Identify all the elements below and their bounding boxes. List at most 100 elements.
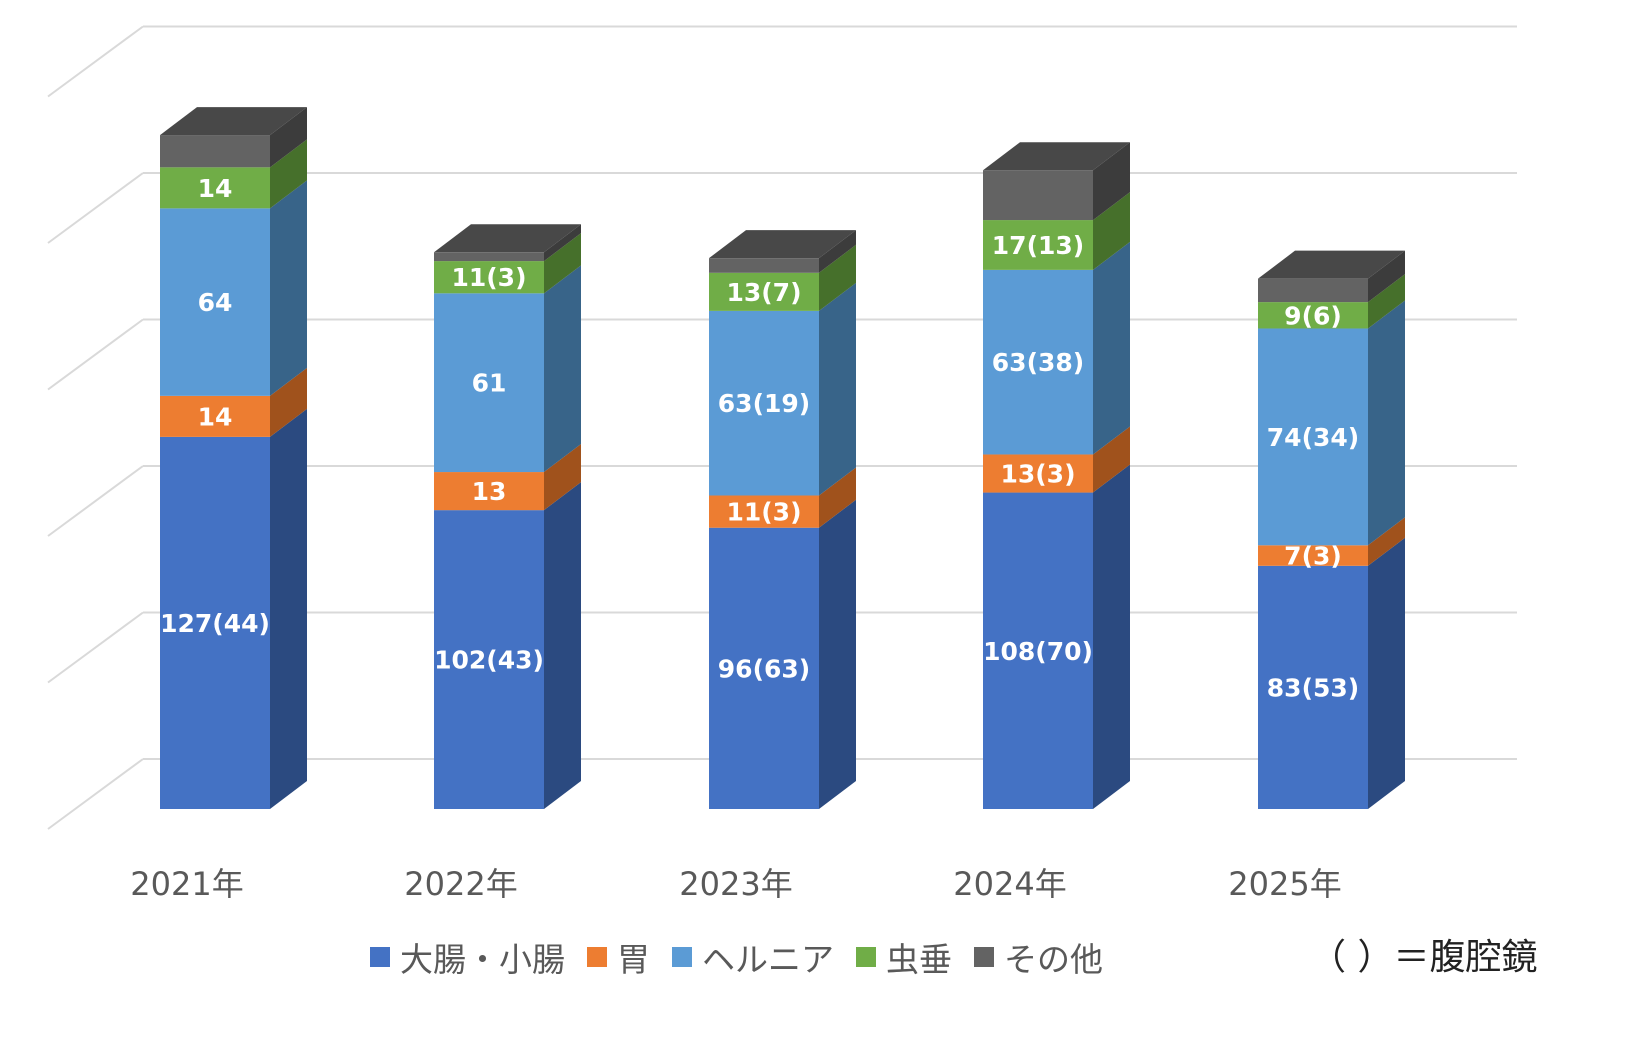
bar-side	[1093, 241, 1130, 455]
gridline-side	[47, 758, 144, 830]
bar-segment	[434, 293, 544, 473]
bar-side	[819, 282, 856, 496]
data-label: 17(13)	[992, 231, 1084, 260]
bar-segment	[709, 272, 819, 311]
data-label: 7(3)	[1284, 542, 1342, 571]
gridline-side	[47, 465, 144, 537]
bar-side	[819, 244, 856, 311]
category-label: 2024年	[953, 865, 1066, 903]
data-label: 13(7)	[726, 278, 801, 307]
legend-swatch	[974, 947, 994, 967]
data-label: 108(70)	[983, 637, 1093, 666]
bar-side	[1368, 250, 1405, 303]
bar-side	[270, 180, 307, 396]
bar-side	[544, 444, 581, 511]
legend-item-hernia: ヘルニア	[672, 933, 834, 981]
bar-segment	[1258, 545, 1368, 566]
bar-segment	[1258, 328, 1368, 546]
bar-segment	[160, 135, 270, 168]
legend-label: 胃	[617, 940, 650, 979]
bar-top	[709, 230, 856, 259]
bar-segment	[983, 170, 1093, 221]
bar-segment	[160, 395, 270, 437]
bar-segment	[709, 310, 819, 496]
bar-top	[434, 224, 581, 253]
bar-side	[1093, 464, 1130, 809]
data-label: 63(19)	[718, 389, 810, 418]
bar-side	[1368, 300, 1405, 546]
bar-segment	[983, 454, 1093, 493]
legend-item-stomach: 胃	[587, 933, 650, 981]
category-label: 2023年	[679, 865, 792, 903]
legend-item-colon: 大腸・小腸	[370, 933, 565, 981]
bar-segment	[983, 269, 1093, 455]
legend-label: 大腸・小腸	[400, 940, 565, 979]
bar-segment	[1258, 278, 1368, 303]
data-label: 13	[472, 477, 507, 506]
bar-side	[544, 482, 581, 809]
legend-label: ヘルニア	[702, 940, 834, 979]
bar-segment	[983, 492, 1093, 809]
legend-swatch	[672, 947, 692, 967]
bar-side	[819, 230, 856, 273]
data-label: 11(3)	[726, 498, 801, 527]
bar-side	[270, 367, 307, 437]
bar-side	[270, 139, 307, 209]
data-label: 83(53)	[1267, 673, 1359, 702]
bar-segment	[1258, 302, 1368, 329]
gridline-side	[47, 611, 144, 684]
bar-side	[1368, 537, 1405, 809]
legend-swatch	[856, 947, 876, 967]
bar-segment	[709, 527, 819, 809]
data-label: 127(44)	[160, 609, 270, 638]
legend-label: 虫垂	[886, 940, 952, 979]
bar-segment	[434, 252, 544, 262]
gridline-side	[47, 318, 144, 391]
bar-side	[1368, 517, 1405, 566]
bar-side	[270, 107, 307, 168]
bar-side	[544, 265, 581, 473]
data-label: 102(43)	[434, 646, 544, 675]
data-label: 74(34)	[1267, 423, 1359, 452]
bar-segment	[709, 495, 819, 528]
legend: 大腸・小腸 胃 ヘルニア 虫垂 その他	[370, 933, 1125, 981]
bar-segment	[434, 472, 544, 511]
data-label: 63(38)	[992, 348, 1084, 377]
bar-top	[160, 107, 307, 136]
legend-label: その他	[1004, 940, 1103, 979]
data-label: 14	[198, 174, 233, 203]
bar-side	[1093, 142, 1130, 221]
bar-segment	[983, 220, 1093, 270]
bar-top	[1258, 250, 1405, 279]
category-label: 2025年	[1228, 865, 1341, 903]
data-label: 13(3)	[1000, 460, 1075, 489]
bar-top	[983, 142, 1130, 171]
bar-segment	[160, 436, 270, 809]
bar-side	[270, 408, 307, 809]
legend-item-other: その他	[974, 933, 1103, 981]
bar-side	[544, 233, 581, 294]
bar-side	[1093, 426, 1130, 493]
bar-side	[819, 499, 856, 809]
bar-segment	[434, 510, 544, 809]
bar-segment	[434, 261, 544, 294]
bar-segment	[160, 208, 270, 396]
legend-swatch	[587, 947, 607, 967]
bar-side	[819, 467, 856, 528]
gridline-side	[47, 172, 144, 244]
data-label: 64	[198, 288, 233, 317]
bar-segment	[160, 167, 270, 209]
bar-segment	[709, 258, 819, 273]
category-label: 2022年	[404, 865, 517, 903]
bar-segment	[1258, 565, 1368, 809]
data-label: 11(3)	[451, 263, 526, 292]
bar-side	[1368, 274, 1405, 329]
bar-side	[544, 224, 581, 262]
legend-swatch	[370, 947, 390, 967]
bar-side	[1093, 192, 1130, 270]
category-label: 2021年	[130, 865, 243, 903]
laparoscopy-note: （ ）＝腹腔鏡	[1310, 937, 1538, 978]
data-label: 9(6)	[1284, 301, 1342, 330]
data-label: 61	[472, 369, 507, 398]
